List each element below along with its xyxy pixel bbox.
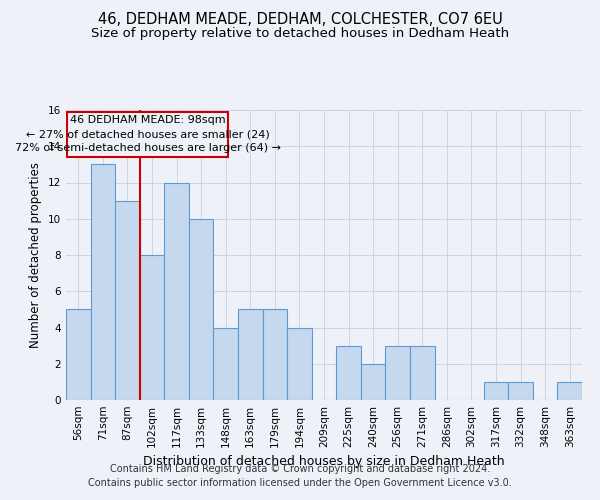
Bar (189, 219, 214, 400)
Bar (66, 310, 91, 400)
Bar (287, 328, 312, 400)
Bar (164, 182, 189, 400)
Y-axis label: Number of detached properties: Number of detached properties (29, 162, 43, 348)
Bar (140, 255, 164, 400)
Bar (410, 346, 434, 400)
Bar (336, 346, 361, 400)
Bar (214, 328, 238, 400)
Bar (91, 164, 115, 400)
Bar (484, 382, 508, 400)
Bar (238, 310, 263, 400)
Text: 46, DEDHAM MEADE, DEDHAM, COLCHESTER, CO7 6EU: 46, DEDHAM MEADE, DEDHAM, COLCHESTER, CO… (98, 12, 502, 28)
Bar (385, 346, 410, 400)
Bar (263, 310, 287, 400)
Text: Contains HM Land Registry data © Crown copyright and database right 2024.
Contai: Contains HM Land Registry data © Crown c… (88, 464, 512, 487)
Bar (557, 382, 582, 400)
Bar (361, 364, 385, 400)
Text: 46 DEDHAM MEADE: 98sqm
← 27% of detached houses are smaller (24)
72% of semi-det: 46 DEDHAM MEADE: 98sqm ← 27% of detached… (14, 116, 281, 154)
Bar (508, 382, 533, 400)
Bar (115, 200, 140, 400)
Bar (67, 112, 228, 157)
X-axis label: Distribution of detached houses by size in Dedham Heath: Distribution of detached houses by size … (143, 456, 505, 468)
Text: Size of property relative to detached houses in Dedham Heath: Size of property relative to detached ho… (91, 28, 509, 40)
